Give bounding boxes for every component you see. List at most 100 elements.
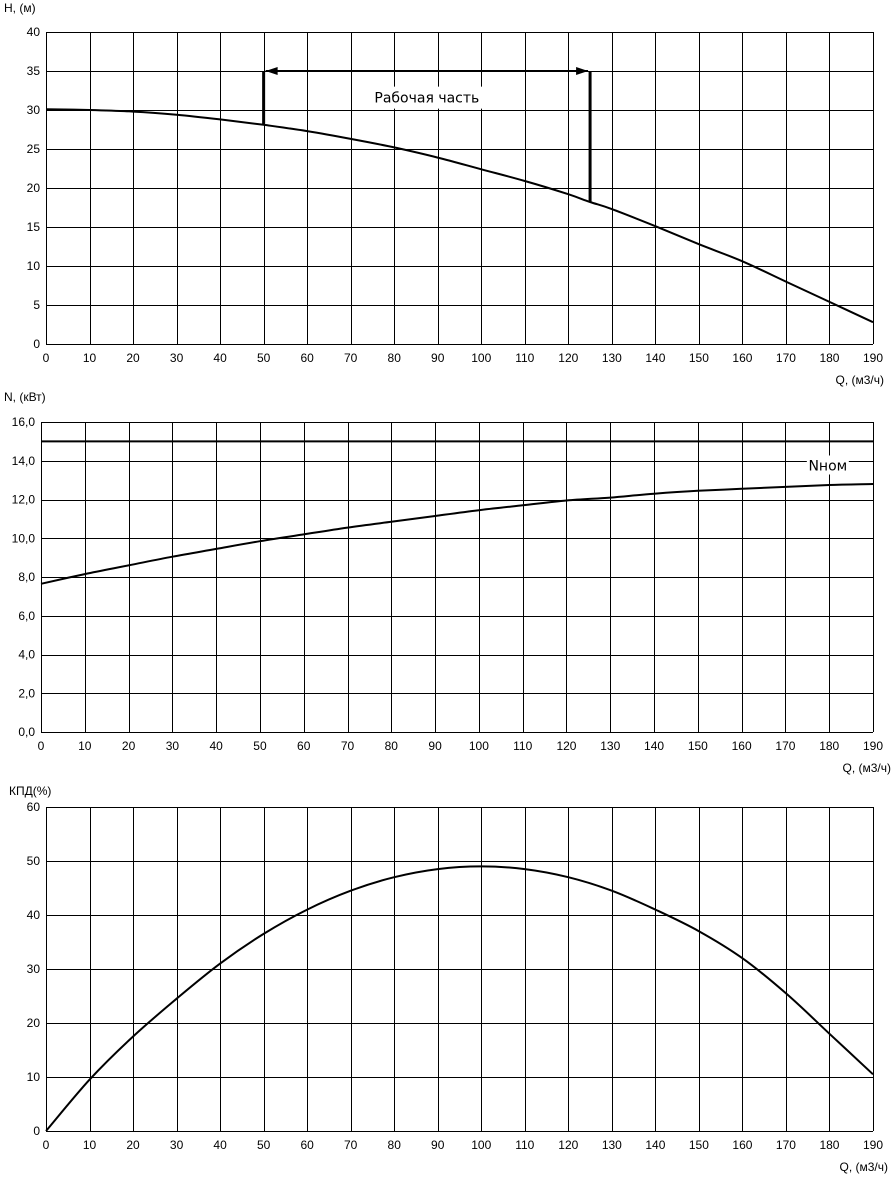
x-tick-label: 90: [431, 351, 445, 365]
x-tick-label: 190: [863, 351, 883, 365]
x-tick-label: 40: [213, 1138, 227, 1152]
x-tick-label: 100: [471, 351, 491, 365]
x-tick-label: 70: [341, 739, 355, 753]
y-tick-label: 25: [27, 142, 41, 156]
x-tick-label: 140: [645, 351, 665, 365]
x-tick-label: 0: [43, 351, 50, 365]
x-tick-label: 150: [688, 739, 708, 753]
y-tick-label: 50: [27, 854, 41, 868]
x-tick-label: 20: [126, 351, 140, 365]
x-tick-label: 0: [43, 1138, 50, 1152]
x-axis-label: Q, (м3/ч): [835, 373, 884, 387]
x-tick-label: 160: [732, 1138, 752, 1152]
x-tick-label: 180: [819, 351, 839, 365]
x-tick-label: 40: [209, 739, 223, 753]
y-tick-label: 35: [27, 64, 41, 78]
x-tick-label: 110: [515, 1138, 534, 1152]
y-tick-label: 15: [27, 220, 41, 234]
y-tick-label: 0: [33, 1124, 40, 1138]
y-tick-label: 2,0: [18, 686, 35, 700]
x-tick-label: 80: [385, 739, 399, 753]
x-tick-label: 60: [297, 739, 311, 753]
x-tick-label: 70: [344, 351, 358, 365]
x-tick-label: 170: [776, 1138, 796, 1152]
y-tick-label: 40: [27, 25, 41, 39]
x-tick-label: 140: [644, 739, 664, 753]
nominal-power-label: Nном: [808, 459, 847, 475]
x-tick-label: 170: [776, 351, 796, 365]
x-tick-label: 190: [863, 1138, 883, 1152]
x-tick-label: 30: [170, 1138, 184, 1152]
x-tick-label: 100: [471, 1138, 491, 1152]
x-axis-label: Q, (м3/ч): [842, 761, 891, 775]
x-tick-label: 150: [689, 351, 709, 365]
x-tick-label: 110: [513, 739, 532, 753]
x-tick-label: 160: [732, 351, 752, 365]
x-tick-label: 140: [645, 1138, 665, 1152]
series-line: [45, 108, 874, 324]
y-axis-label: КПД(%): [9, 784, 51, 798]
annotation-label-background: [354, 86, 499, 109]
chart-panel-1: 0 10 20 30 40 50 60 70 80 90 100 110 120 130 140 150 160…: [4, 1, 884, 387]
y-tick-label: 5: [33, 298, 40, 312]
x-tick-label: 50: [257, 351, 271, 365]
x-tick-label: 130: [600, 739, 620, 753]
y-tick-label: 12,0: [12, 493, 36, 507]
y-tick-label: 30: [27, 962, 41, 976]
x-axis-label: Q, (м3/ч): [839, 1160, 888, 1174]
y-tick-label: 10: [27, 259, 41, 273]
x-tick-label: 120: [558, 351, 578, 365]
chart-panel-2: 0 10 20 30 40 50 60 70 80 90 100 110 120 130 140 150 160…: [4, 390, 891, 775]
y-tick-label: 6,0: [18, 609, 35, 623]
x-tick-label: 60: [300, 351, 314, 365]
x-tick-label: 10: [83, 351, 97, 365]
x-tick-label: 80: [388, 1138, 402, 1152]
y-axis-label: N, (кВт): [4, 390, 46, 404]
x-tick-label: 60: [300, 1138, 314, 1152]
x-tick-label: 130: [602, 1138, 622, 1152]
x-tick-label: 50: [253, 739, 267, 753]
chart-panel-3: 0 10 20 30 40 50 60 70 80 90 100 110 120 130 140 150 160…: [9, 784, 888, 1174]
series-line: [40, 483, 874, 585]
x-tick-label: 20: [126, 1138, 140, 1152]
x-tick-label: 30: [170, 351, 184, 365]
x-tick-label: 80: [388, 351, 402, 365]
x-tick-label: 180: [819, 739, 839, 753]
x-tick-label: 180: [819, 1138, 839, 1152]
x-tick-label: 190: [863, 739, 883, 753]
x-tick-label: 110: [515, 351, 534, 365]
annotation-label-background: [806, 455, 849, 475]
y-tick-label: 10: [27, 1070, 41, 1084]
y-axis-label: H, (м): [4, 1, 36, 15]
x-tick-label: 150: [689, 1138, 709, 1152]
x-tick-label: 10: [83, 1138, 97, 1152]
x-tick-label: 40: [213, 351, 227, 365]
x-tick-label: 170: [775, 739, 795, 753]
y-tick-label: 40: [27, 908, 41, 922]
x-tick-label: 10: [78, 739, 92, 753]
y-tick-label: 20: [27, 1016, 41, 1030]
x-tick-label: 0: [38, 739, 45, 753]
x-tick-label: 90: [428, 739, 442, 753]
y-tick-label: 60: [27, 800, 41, 814]
x-tick-label: 120: [558, 1138, 578, 1152]
arrow-head-left-icon: [265, 67, 278, 75]
x-tick-label: 20: [122, 739, 136, 753]
x-tick-label: 70: [344, 1138, 358, 1152]
y-tick-label: 20: [27, 181, 41, 195]
y-tick-label: 14,0: [12, 454, 36, 468]
x-tick-label: 120: [556, 739, 576, 753]
working-range-label: Рабочая часть: [374, 91, 479, 107]
arrow-head-right-icon: [576, 67, 589, 75]
x-tick-label: 160: [732, 739, 752, 753]
y-tick-label: 8,0: [18, 570, 35, 584]
y-tick-label: 0,0: [18, 725, 35, 739]
y-tick-label: 30: [27, 103, 41, 117]
x-tick-label: 130: [602, 351, 622, 365]
series-line: [45, 865, 874, 1132]
x-tick-label: 30: [166, 739, 180, 753]
x-tick-label: 100: [469, 739, 489, 753]
y-tick-label: 4,0: [18, 648, 35, 662]
y-tick-label: 0: [33, 337, 40, 351]
